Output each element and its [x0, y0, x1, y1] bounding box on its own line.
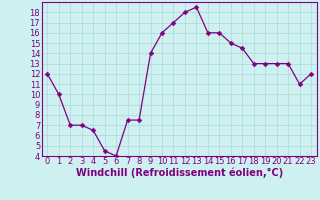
X-axis label: Windchill (Refroidissement éolien,°C): Windchill (Refroidissement éolien,°C) — [76, 168, 283, 178]
